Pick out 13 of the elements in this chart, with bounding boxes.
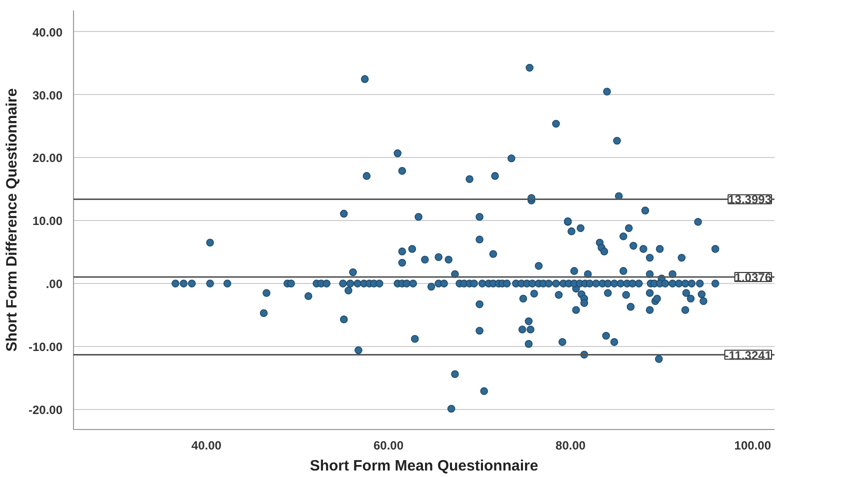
y-tick-label: 20.00: [32, 151, 63, 166]
y-tick-label: -20.00: [28, 402, 63, 417]
y-tick-label: 40.00: [32, 25, 63, 40]
y-tick-label: -10.00: [28, 340, 63, 354]
y-tick-label: 10.00: [32, 214, 63, 228]
y-tick-label: .00: [46, 277, 63, 292]
y-tick-label: 30.00: [32, 88, 63, 102]
x-tick-label: 100.00: [734, 438, 772, 452]
y-axis-title: Short Form Difference Questionnaire: [3, 88, 20, 352]
x-tick-label: 60.00: [373, 438, 404, 452]
x-tick-label: 80.00: [556, 438, 586, 452]
x-tick-label: 40.00: [191, 438, 222, 452]
x-axis-title: Short Form Mean Questionnaire: [310, 458, 538, 474]
